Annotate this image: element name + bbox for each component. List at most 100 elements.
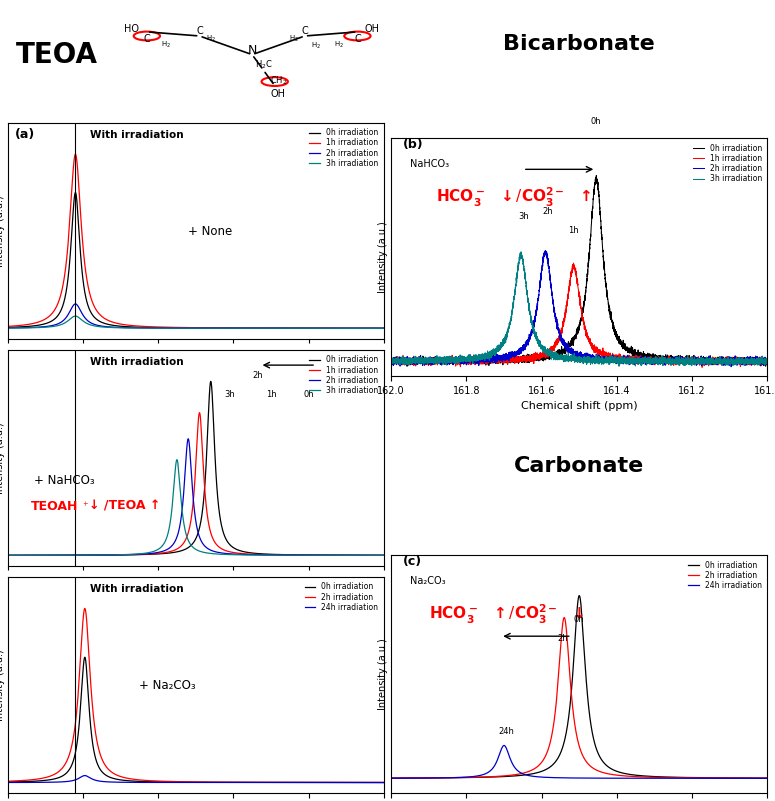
0h irradiation — [518, 353, 527, 363]
3h irradiation — [106, 323, 115, 332]
1h irradiation — [106, 550, 115, 560]
2h irradiation — [694, 773, 704, 783]
0h irradiation — [453, 773, 463, 783]
Text: C: C — [143, 34, 150, 44]
1h irradiation — [379, 324, 388, 333]
3h irradiation — [106, 550, 115, 560]
0h irradiation — [33, 550, 43, 560]
2h irradiation — [15, 323, 24, 332]
1h irradiation — [453, 357, 463, 367]
1h irradiation — [698, 363, 707, 372]
3h irradiation — [71, 312, 80, 321]
2h irradiation — [221, 549, 230, 558]
Legend: 0h irradiation, 1h irradiation, 2h irradiation, 3h irradiation: 0h irradiation, 1h irradiation, 2h irrad… — [306, 352, 381, 398]
0h irradiation — [379, 778, 388, 787]
0h irradiation — [201, 324, 210, 333]
0h irradiation — [482, 355, 491, 364]
1h irradiation — [201, 323, 210, 332]
Y-axis label: Intensity (a.u.): Intensity (a.u.) — [378, 638, 388, 710]
Text: (a): (a) — [16, 128, 36, 141]
0h irradiation — [15, 322, 24, 332]
Text: With irradiation: With irradiation — [91, 357, 184, 367]
Text: 2h: 2h — [542, 207, 553, 216]
0h irradiation — [3, 323, 12, 332]
Line: 0h irradiation: 0h irradiation — [8, 381, 384, 555]
0h irradiation — [537, 767, 546, 776]
2h irradiation — [726, 362, 735, 372]
3h irradiation — [763, 356, 772, 365]
0h irradiation — [619, 768, 629, 778]
2h irradiation — [379, 324, 388, 333]
Text: 0h: 0h — [574, 615, 584, 624]
2h irradiation — [184, 434, 193, 444]
3h irradiation — [516, 247, 525, 256]
Text: With irradiation: With irradiation — [91, 584, 184, 594]
1h irradiation — [33, 317, 43, 327]
Text: N: N — [247, 44, 257, 57]
2h irradiation — [106, 767, 115, 776]
Text: TEOA: TEOA — [16, 41, 98, 69]
0h irradiation — [71, 187, 80, 197]
1h irradiation — [518, 356, 527, 366]
Text: NaHCO₃: NaHCO₃ — [410, 159, 450, 169]
2h irradiation — [15, 550, 24, 560]
24h irradiation — [619, 774, 629, 783]
Line: 3h irradiation: 3h irradiation — [8, 316, 384, 328]
3h irradiation — [619, 356, 629, 366]
Text: TEOAH: TEOAH — [31, 500, 78, 513]
1h irradiation — [218, 545, 227, 554]
2h irradiation — [763, 773, 772, 783]
3h irradiation — [15, 323, 24, 332]
0h irradiation — [3, 550, 12, 560]
Line: 1h irradiation: 1h irradiation — [8, 155, 384, 328]
Text: 2h: 2h — [557, 634, 567, 643]
2h irradiation — [379, 550, 388, 560]
Text: OH: OH — [271, 89, 286, 99]
Y-axis label: Intensity (a.u.): Intensity (a.u.) — [0, 195, 5, 267]
Text: + None: + None — [188, 225, 232, 238]
2h irradiation — [71, 299, 80, 308]
Text: H$_2$: H$_2$ — [311, 41, 321, 51]
Line: 24h irradiation: 24h irradiation — [8, 775, 384, 783]
Line: 2h irradiation: 2h irradiation — [391, 251, 767, 367]
2h irradiation — [3, 776, 12, 786]
1h irradiation — [537, 351, 546, 360]
Text: HO: HO — [124, 24, 140, 34]
Text: + Na₂CO₃: + Na₂CO₃ — [140, 679, 196, 692]
Line: 2h irradiation: 2h irradiation — [8, 609, 384, 783]
0h irradiation — [453, 357, 463, 367]
Text: 3h: 3h — [518, 212, 529, 221]
2h irradiation — [387, 773, 396, 783]
Text: H$_2$: H$_2$ — [160, 40, 170, 50]
3h irradiation — [482, 352, 491, 361]
3h irradiation — [33, 550, 43, 560]
Line: 1h irradiation: 1h irradiation — [8, 413, 384, 555]
Line: 0h irradiation: 0h irradiation — [391, 596, 767, 778]
24h irradiation — [499, 741, 508, 751]
Text: H$_2$C: H$_2$C — [254, 58, 272, 71]
Text: 0h: 0h — [303, 391, 314, 400]
0h irradiation — [221, 534, 230, 544]
0h irradiation — [106, 773, 115, 783]
Text: 24h: 24h — [498, 727, 514, 735]
0h irradiation — [80, 652, 89, 662]
Text: Na₂CO₃: Na₂CO₃ — [410, 576, 446, 586]
0h irradiation — [763, 773, 772, 783]
Legend: 0h irradiation, 1h irradiation, 2h irradiation, 3h irradiation: 0h irradiation, 1h irradiation, 2h irrad… — [306, 125, 381, 171]
3h irradiation — [694, 356, 704, 366]
0h irradiation — [518, 771, 527, 780]
24h irradiation — [3, 778, 12, 787]
0h irradiation — [206, 376, 215, 386]
1h irradiation — [15, 550, 24, 560]
Text: Bicarbonate: Bicarbonate — [504, 34, 655, 54]
2h irradiation — [387, 359, 396, 368]
Text: 3h: 3h — [224, 391, 235, 400]
2h irradiation — [221, 777, 230, 787]
24h irradiation — [518, 769, 527, 779]
2h irradiation — [106, 550, 115, 560]
Text: (b): (b) — [402, 138, 423, 151]
Text: $\mathbf{HCO_3^-}$  $\mathbf{\downarrow}$$/\mathbf{CO_3^{2-}}$  $\mathbf{\uparro: $\mathbf{HCO_3^-}$ $\mathbf{\downarrow}$… — [436, 187, 592, 209]
0h irradiation — [201, 478, 210, 488]
1h irradiation — [71, 150, 80, 159]
2h irradiation — [201, 324, 210, 333]
